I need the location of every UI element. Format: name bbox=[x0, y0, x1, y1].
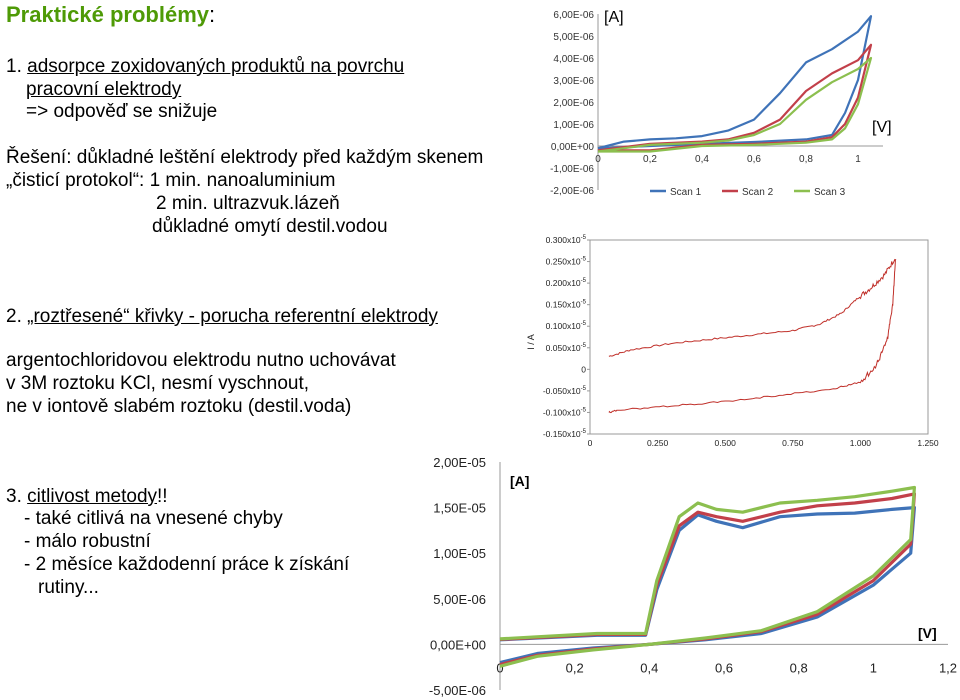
y-tick-label: 0.200x10-5 bbox=[546, 278, 587, 288]
y-tick-label: -0.100x10-5 bbox=[543, 407, 587, 417]
y-tick-exponent: -5 bbox=[581, 257, 587, 263]
plot-frame bbox=[589, 239, 929, 435]
section1-line1: 1. adsorpce zoxidovaných produktů na pov… bbox=[6, 56, 405, 77]
x-tick-label: 0,8 bbox=[799, 154, 813, 165]
y-tick-exponent: -5 bbox=[581, 407, 587, 413]
x-tick-label: 1,2 bbox=[939, 660, 957, 675]
y-tick-label: -1,00E-06 bbox=[550, 164, 594, 175]
y-tick-label: 0.250x10-5 bbox=[546, 257, 587, 267]
series-line bbox=[597, 56, 873, 153]
y-tick-label: 0 bbox=[581, 364, 586, 374]
x-tick-label: 0,6 bbox=[747, 154, 761, 165]
legend-label: Scan 2 bbox=[742, 187, 774, 198]
x-tick-label: 0.500 bbox=[715, 438, 737, 448]
x-tick-label: 1 bbox=[855, 154, 861, 165]
section3-heading: 3. citlivost metody!! bbox=[6, 486, 168, 507]
y-tick-label: 5,00E-06 bbox=[433, 592, 486, 607]
section2-line1: argentochloridovou elektrodu nutno uchov… bbox=[6, 350, 396, 371]
y-tick-label: -2,00E-06 bbox=[550, 186, 594, 197]
y-axis-label: I / A bbox=[526, 334, 536, 350]
y-tick-label: 0.150x10-5 bbox=[546, 300, 587, 310]
x-tick-label: 1.250 bbox=[917, 438, 939, 448]
y-tick-exponent: -5 bbox=[581, 235, 587, 241]
solution-line1: Řešení: důkladné leštění elektrody před … bbox=[6, 147, 484, 168]
y-tick-label: 1,00E-06 bbox=[553, 120, 594, 131]
solution-line4: důkladné omytí destil.vodou bbox=[152, 216, 388, 237]
y-tick-exponent: -5 bbox=[581, 278, 587, 284]
section2-line3: ne v iontově slabém roztoku (destil.voda… bbox=[6, 396, 352, 417]
x-tick-label: 0,4 bbox=[695, 154, 709, 165]
y-tick-label: 1,00E-05 bbox=[433, 546, 486, 561]
legend-label: Scan 3 bbox=[814, 187, 846, 198]
y-tick-label: 0.050x10-5 bbox=[546, 343, 587, 353]
slide-title: Praktické problémy: bbox=[6, 2, 216, 27]
x-tick-label: 0 bbox=[496, 660, 503, 675]
x-tick-label: 0,2 bbox=[566, 660, 584, 675]
y-tick-exponent: -5 bbox=[581, 343, 587, 349]
y-tick-label: 3,00E-06 bbox=[553, 76, 594, 87]
y-tick-label: 0.100x10-5 bbox=[546, 321, 587, 331]
cv-chart-scans: 6,00E-06 5,00E-06 4,00E-06 3,00E-06 2,00E-06… bbox=[550, 9, 892, 198]
x-tick-label: 1.000 bbox=[850, 438, 872, 448]
series-line bbox=[597, 15, 873, 150]
section3-line1: - také citlivá na vnesené chyby bbox=[24, 508, 283, 529]
x-tick-label: 0,2 bbox=[643, 154, 657, 165]
y-tick-exponent: -5 bbox=[581, 321, 587, 327]
section3-line4: rutiny... bbox=[38, 577, 99, 598]
x-tick-label: 0,6 bbox=[715, 660, 733, 675]
series-line bbox=[499, 485, 916, 668]
x-axis-unit: [V] bbox=[918, 625, 937, 641]
y-tick-label: 1,50E-05 bbox=[433, 501, 486, 516]
series-line bbox=[608, 258, 897, 414]
x-tick-label: 0,8 bbox=[790, 660, 808, 675]
y-tick-label: -0.150x10-5 bbox=[543, 429, 587, 439]
x-tick-label: 1 bbox=[870, 660, 877, 675]
x-tick-label: 0,4 bbox=[640, 660, 658, 675]
y-tick-exponent: -5 bbox=[581, 300, 587, 306]
x-tick-label: 0.250 bbox=[647, 438, 669, 448]
y-tick-label: 0,00E+00 bbox=[430, 637, 486, 652]
section1-line3: => odpověď se snižuje bbox=[26, 101, 218, 122]
section2-heading: 2. „roztřesené“ křivky - porucha referen… bbox=[6, 306, 438, 327]
cv-chart-sensitivity: 2,00E-05 1,50E-05 1,00E-05 5,00E-06 0,00E+00… bbox=[429, 455, 957, 698]
y-tick-label: 4,00E-06 bbox=[553, 54, 594, 65]
legend-label: Scan 1 bbox=[670, 187, 702, 198]
section3-line2: - málo robustní bbox=[24, 531, 151, 552]
y-tick-label: 2,00E-05 bbox=[433, 455, 486, 470]
solution-line3: 2 min. ultrazvuk.lázeň bbox=[156, 193, 340, 214]
y-tick-label: -0.050x10-5 bbox=[543, 386, 587, 396]
y-tick-label: -5,00E-06 bbox=[429, 683, 486, 698]
y-tick-label: 5,00E-06 bbox=[553, 32, 594, 43]
solution-line2: „čisticí protokol“: 1 min. nanoaluminium bbox=[6, 170, 336, 191]
y-axis-unit: [A] bbox=[510, 473, 529, 489]
y-axis-unit: [A] bbox=[604, 9, 624, 26]
x-tick-label: 0 bbox=[588, 438, 593, 448]
section2-line2: v 3M roztoku KCl, nesmí vyschnout, bbox=[6, 373, 310, 394]
y-tick-label: 2,00E-06 bbox=[553, 98, 594, 109]
x-tick-label: 0.750 bbox=[782, 438, 804, 448]
section3-line3: - 2 měsíce každodenní práce k získání bbox=[24, 554, 350, 575]
y-tick-exponent: -5 bbox=[581, 429, 587, 435]
y-tick-label: 0.300x10-5 bbox=[546, 235, 587, 245]
x-tick-label: 0 bbox=[595, 154, 601, 165]
section1-line2: pracovní elektrody bbox=[26, 79, 182, 100]
x-axis-unit: [V] bbox=[872, 119, 892, 136]
y-tick-label: 0,00E+00 bbox=[551, 142, 595, 153]
y-tick-label: 6,00E-06 bbox=[553, 10, 594, 21]
noisy-cv-chart: 0.300x10-5 0.250x10-5 0.200x10-5 0.150x10-5… bbox=[526, 235, 939, 448]
y-tick-exponent: -5 bbox=[581, 386, 587, 392]
